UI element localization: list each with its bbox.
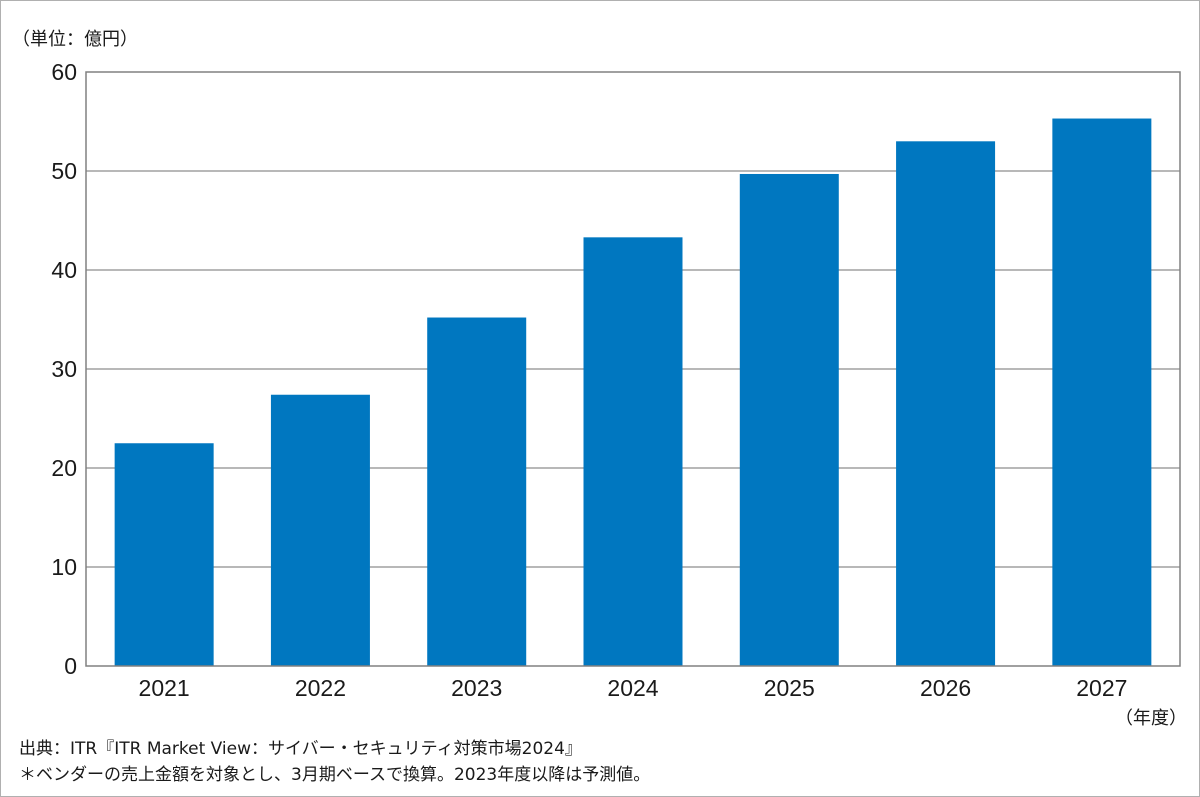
y-tick-label-10: 10	[51, 554, 77, 580]
footnote: ＊ベンダーの売上金額を対象とし、3月期ベースで換算。2023年度以降は予測値。	[19, 765, 651, 785]
bar-2027	[1052, 118, 1152, 666]
bar-2023	[427, 317, 527, 666]
unit-label: （単位：億円）	[12, 29, 138, 50]
y-tick-label-0: 0	[64, 653, 77, 679]
x-tick-label-2022: 2022	[295, 675, 346, 701]
y-tick-label-30: 30	[51, 356, 77, 382]
bar-2021	[114, 443, 214, 666]
x-tick-label-2026: 2026	[920, 675, 971, 701]
x-tick-label-2027: 2027	[1076, 675, 1127, 701]
y-tick-label-40: 40	[51, 257, 77, 283]
x-tick-label-2021: 2021	[139, 675, 190, 701]
y-axis-ticks: 0 10 20 30 40 50 60	[51, 59, 77, 679]
source-note: 出典：ITR『ITR Market View：サイバー・セキュリティ対策市場20…	[19, 739, 582, 759]
plot-area-border	[85, 71, 1181, 667]
x-tick-label-2023: 2023	[451, 675, 502, 701]
bar-2024	[583, 237, 683, 666]
bar-2026	[896, 141, 996, 667]
bar-2025	[739, 173, 839, 666]
x-tick-label-2024: 2024	[607, 675, 658, 701]
x-tick-label-2025: 2025	[764, 675, 815, 701]
x-axis-ticks: 2021 2022 2023 2024 2025 2026 2027	[139, 675, 1128, 701]
y-tick-label-50: 50	[51, 158, 77, 184]
bar-2022	[270, 394, 370, 666]
y-tick-label-20: 20	[51, 455, 77, 481]
x-axis-unit-label: （年度）	[1115, 708, 1187, 729]
y-tick-label-60: 60	[51, 59, 77, 85]
bars	[114, 118, 1152, 667]
